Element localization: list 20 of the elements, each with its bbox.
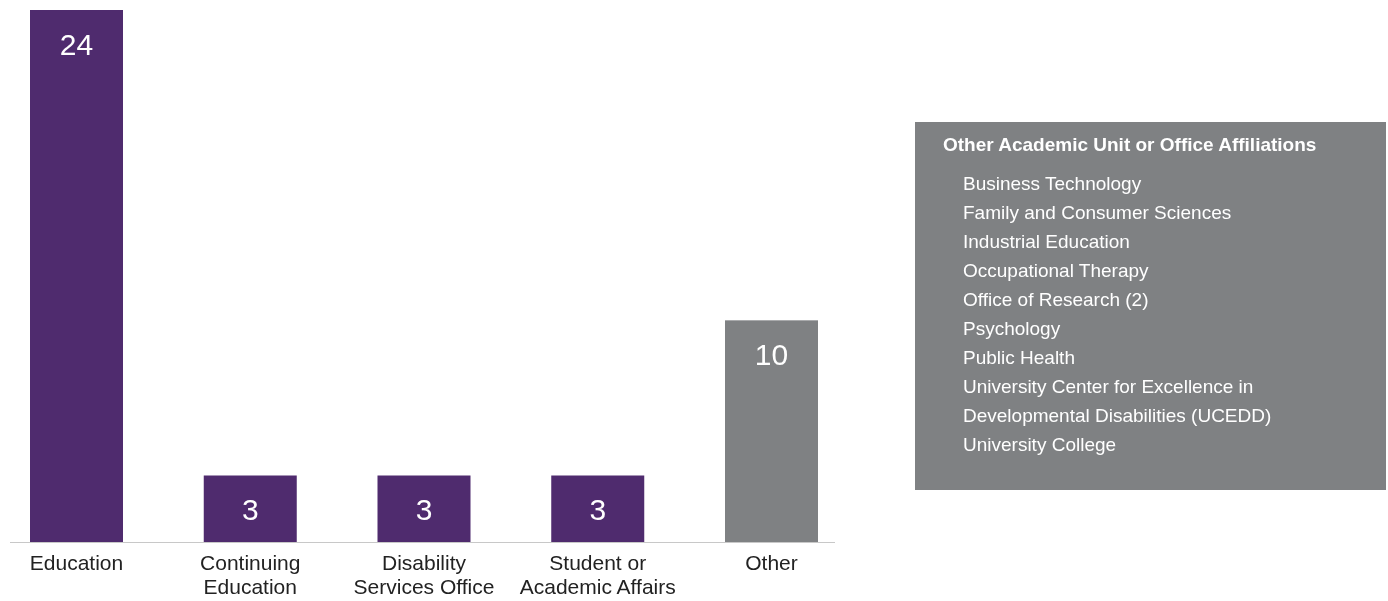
text: Occupational Therapy [963,260,1150,281]
data-label: 3 [241,492,259,526]
text: Family and Consumer Sciences [963,202,1232,223]
data-label: 10 [754,338,789,372]
text: Office of Research (2) [963,289,1149,310]
x-tick-label: Student or Academic Affairs [519,551,676,598]
x-tick-label: Other [745,551,798,574]
text: Psychology [963,318,1061,339]
x-tick-label: Disability Services Office [353,551,495,598]
data-label: 24 [59,28,94,61]
data-label: 3 [589,492,607,526]
text: Other Academic Unit or Office Affiliations [943,134,1317,155]
data-label: 3 [415,492,433,526]
text: Public Health [963,347,1075,368]
x-tick-label: Continuing Education [200,551,301,598]
text: University College [963,434,1117,455]
text: Industrial Education [963,231,1130,252]
text: Business Technology [963,173,1142,194]
text: University Center for Excellence in Developmental Disabilities (UCEDD) [963,376,1272,426]
x-tick-label: Education [29,551,124,574]
